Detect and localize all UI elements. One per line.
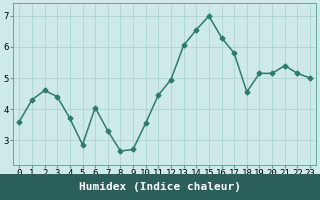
Text: Humidex (Indice chaleur): Humidex (Indice chaleur) [79,182,241,192]
